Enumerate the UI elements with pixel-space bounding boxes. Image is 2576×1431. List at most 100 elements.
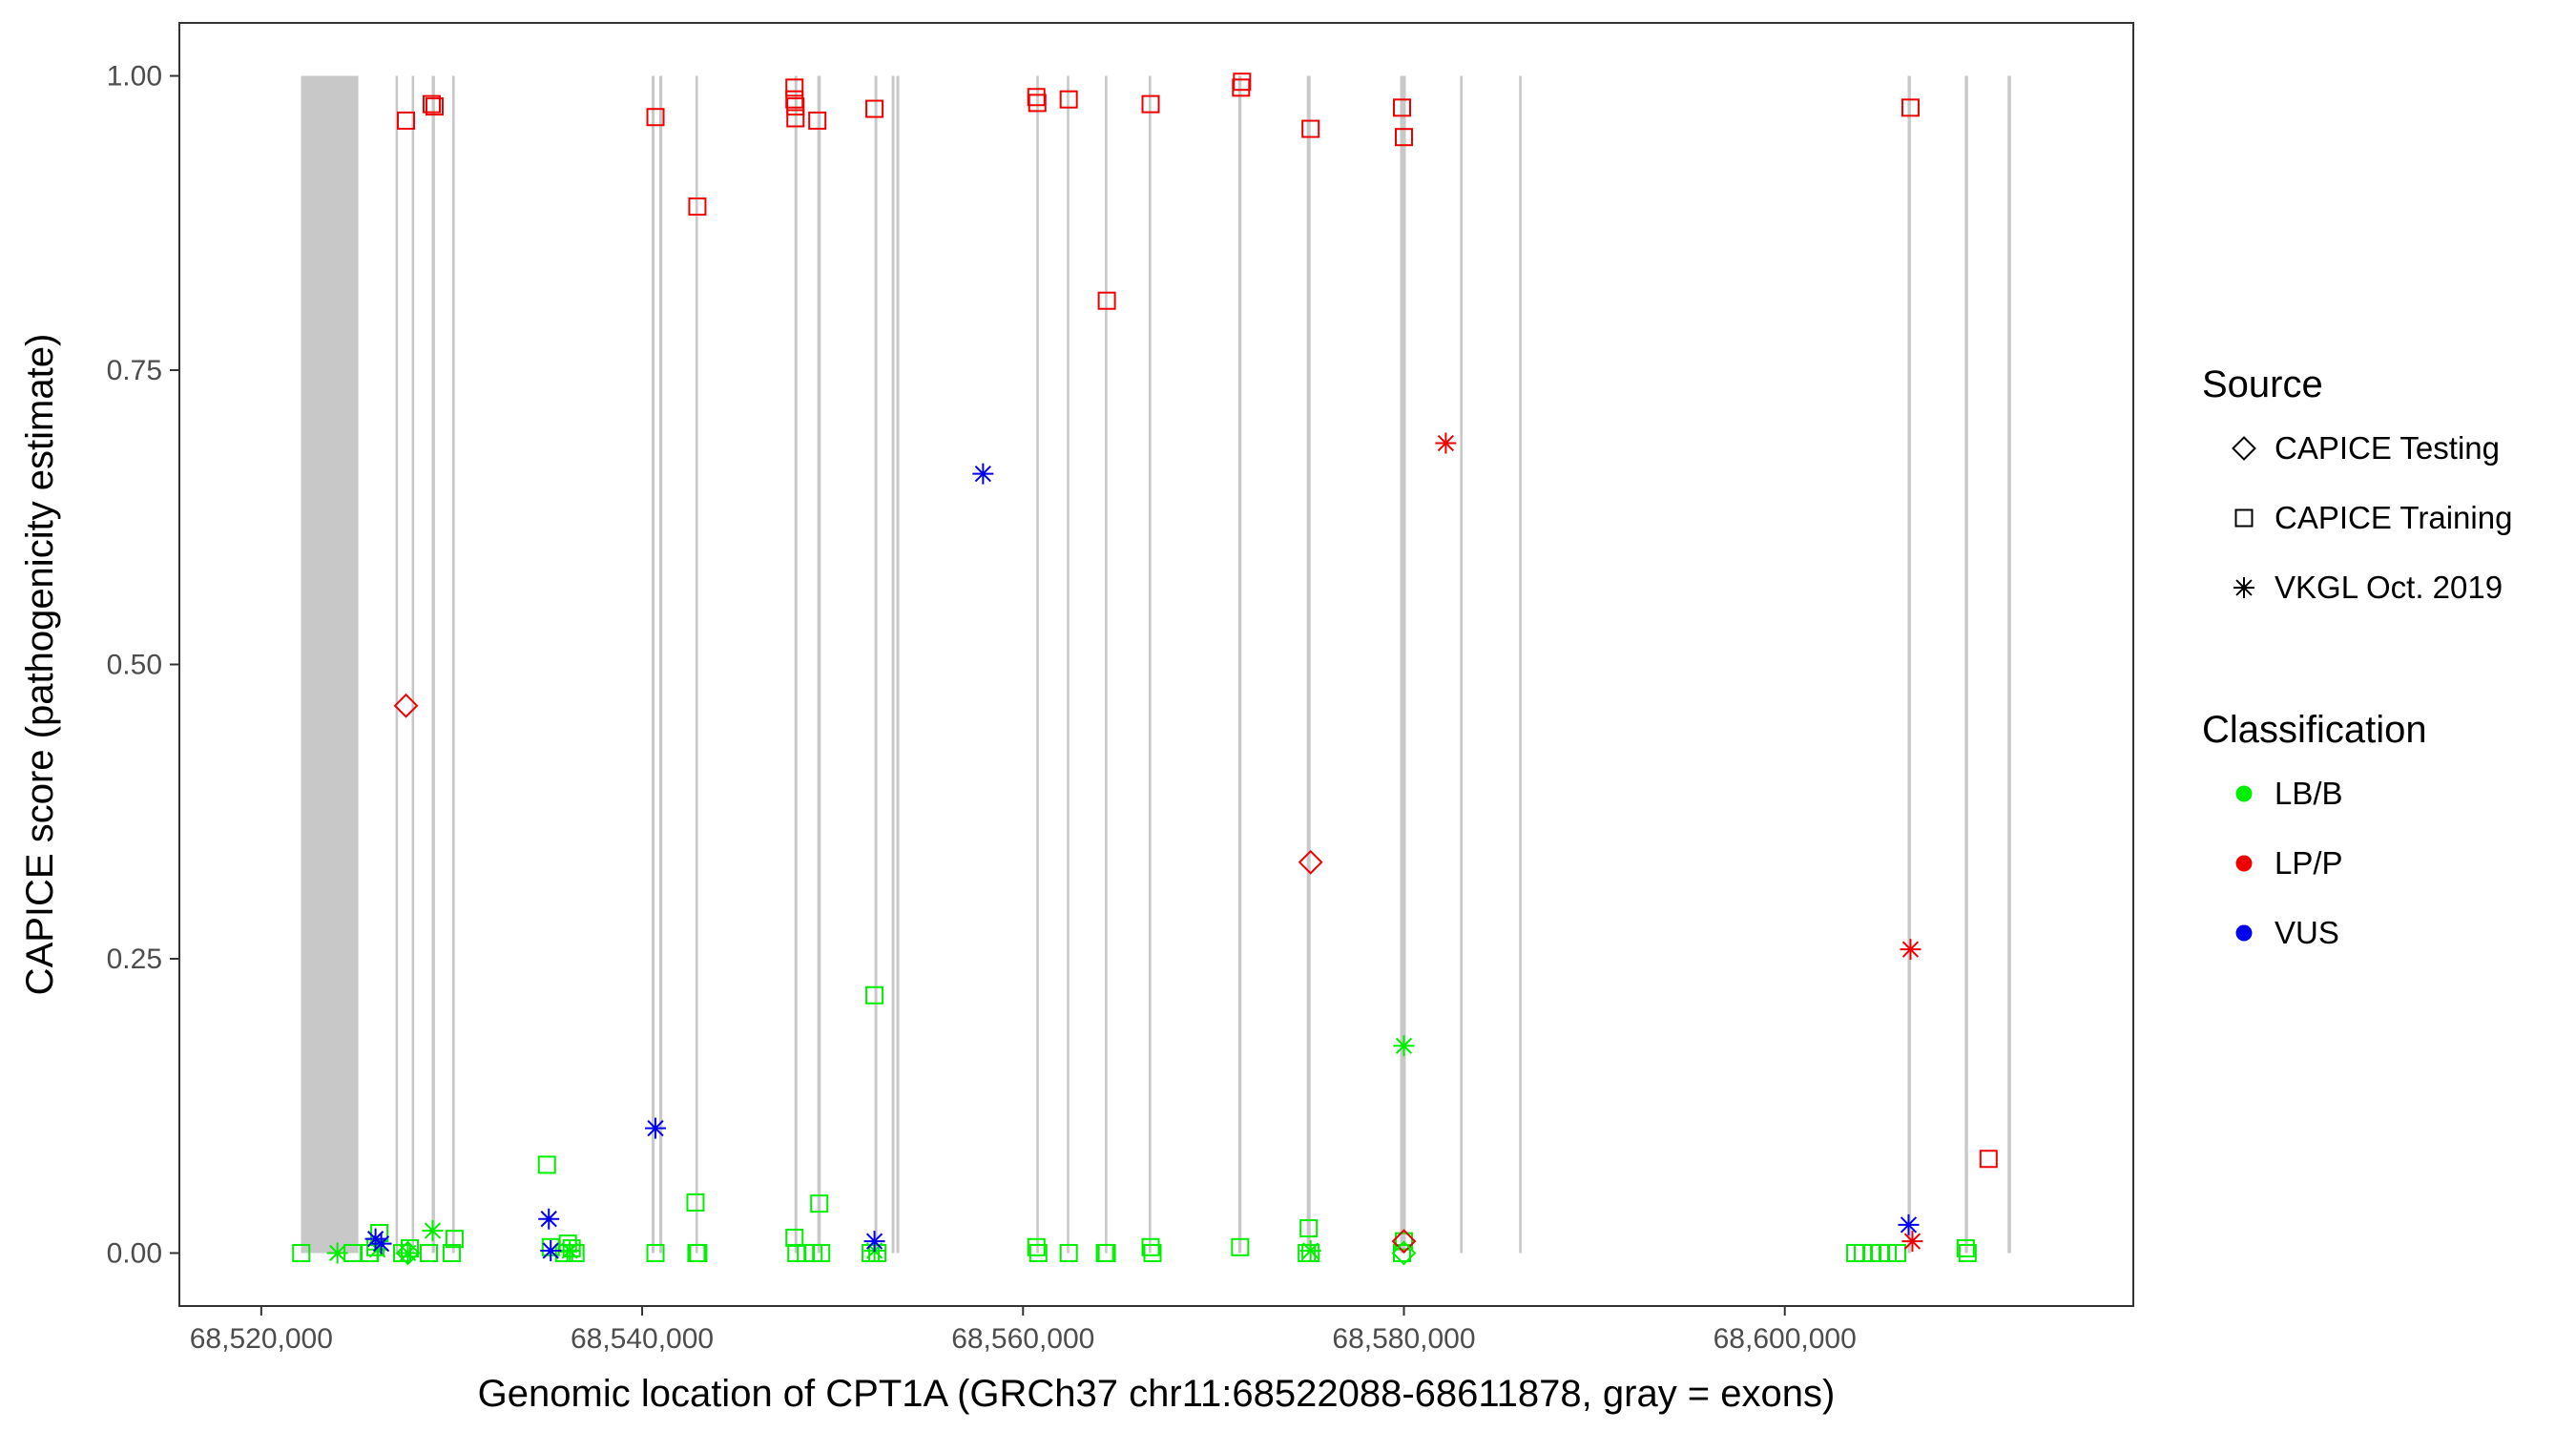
data-point	[689, 1243, 708, 1262]
legend-classification-title: Classification	[2202, 709, 2427, 751]
data-point	[442, 1243, 461, 1262]
data-point	[1097, 291, 1116, 310]
legend-key-diamond	[2232, 436, 2256, 461]
exon-band	[1306, 75, 1311, 1254]
x-tick-label: 68,560,000	[951, 1323, 1094, 1355]
series-asterisk	[1435, 432, 1923, 1253]
x-axis-label: Genomic location of CPT1A (GRCh37 chr11:…	[478, 1373, 1836, 1415]
y-tick-label: 0.50	[107, 650, 162, 681]
data-point	[1887, 1243, 1906, 1262]
data-point	[1394, 1232, 1413, 1251]
legend-source-label: CAPICE Training	[2275, 500, 2512, 535]
y-tick-label: 0.75	[107, 355, 162, 386]
data-point	[395, 1240, 421, 1266]
exon-band	[1105, 75, 1108, 1254]
legend-source-label: VKGL Oct. 2019	[2275, 570, 2503, 605]
data-point	[1391, 1240, 1417, 1266]
data-point	[810, 1194, 829, 1213]
exon-band	[874, 75, 878, 1254]
exon-band	[431, 75, 435, 1254]
data-point	[397, 1242, 419, 1264]
data-point	[1298, 849, 1323, 875]
exon-band	[891, 75, 895, 1254]
data-point	[646, 108, 665, 127]
data-point	[786, 109, 805, 128]
legend-source-title: Source	[2202, 363, 2323, 405]
data-point	[562, 1239, 581, 1258]
data-point	[1901, 98, 1920, 117]
data-point	[326, 1242, 348, 1264]
data-point	[1391, 1229, 1417, 1255]
exon-band	[1036, 75, 1039, 1254]
legend-key-asterisk	[2233, 577, 2254, 598]
data-point	[1393, 1035, 1415, 1057]
data-point	[397, 111, 416, 130]
legend-color-dot	[2235, 924, 2253, 942]
series-asterisk	[326, 1035, 1415, 1264]
legend-classification-label: LP/P	[2275, 845, 2343, 881]
exon-band	[2007, 75, 2011, 1254]
series-square	[292, 985, 1977, 1262]
x-tick-label: 68,540,000	[571, 1323, 714, 1355]
data-point	[1898, 1213, 1920, 1235]
data-point	[292, 1243, 311, 1262]
data-point	[1233, 73, 1252, 92]
data-point	[688, 197, 707, 216]
data-point	[1435, 432, 1457, 454]
y-axis-label: CAPICE score (pathogenicity estimate)	[19, 334, 61, 996]
data-point	[538, 1208, 560, 1230]
exon-band	[896, 75, 900, 1254]
exon-band	[1149, 75, 1152, 1254]
data-point	[1900, 939, 1922, 961]
exon-band	[395, 75, 399, 1254]
data-point	[1979, 1150, 1998, 1169]
data-point	[1028, 1243, 1048, 1262]
exon-band	[695, 75, 698, 1254]
series-diamond	[393, 693, 1417, 1255]
data-point	[559, 1240, 581, 1261]
x-tick-label: 68,520,000	[190, 1323, 333, 1355]
data-point	[812, 1243, 831, 1262]
data-point	[786, 97, 805, 116]
y-tick-label: 0.00	[107, 1237, 162, 1269]
data-point	[370, 1233, 392, 1255]
data-point	[1097, 1243, 1116, 1262]
data-point	[863, 1231, 885, 1253]
legend-classification-label: VUS	[2275, 915, 2339, 950]
legend: Source CAPICE Testing CAPICE Training VKGL…	[2202, 363, 2512, 950]
exon-bands	[301, 75, 2011, 1254]
data-point	[972, 463, 994, 485]
exon-band	[451, 75, 455, 1254]
data-point	[1028, 93, 1047, 113]
data-point	[366, 1238, 388, 1260]
y-tick-label: 1.00	[107, 61, 162, 93]
legend-classification-label: LB/B	[2275, 776, 2343, 811]
data-point	[537, 1155, 556, 1174]
x-tick-label: 68,580,000	[1332, 1323, 1475, 1355]
exon-band	[1237, 75, 1242, 1254]
exon-band	[1400, 75, 1406, 1254]
exon-band	[1964, 75, 1968, 1254]
exon-band	[1067, 75, 1070, 1254]
series-asterisk	[364, 463, 1920, 1261]
data-point	[1059, 90, 1078, 109]
data-point	[1901, 1231, 1923, 1253]
data-point	[1141, 94, 1160, 114]
plot-panel-border	[178, 22, 2134, 1307]
data-point	[425, 97, 444, 116]
data-point	[785, 78, 804, 97]
data-point	[422, 1220, 444, 1242]
data-point	[646, 1243, 665, 1262]
data-point	[1059, 1243, 1078, 1262]
exon-band	[1519, 75, 1522, 1254]
data-points	[292, 73, 1998, 1266]
data-point	[1879, 1243, 1898, 1262]
data-point	[686, 1192, 705, 1212]
data-point	[1299, 1219, 1319, 1238]
y-tick-label: 0.25	[107, 944, 162, 975]
exon-band	[1460, 75, 1463, 1254]
data-point	[865, 99, 884, 118]
exon-band	[652, 75, 655, 1254]
x-tick-label: 68,600,000	[1714, 1323, 1857, 1355]
